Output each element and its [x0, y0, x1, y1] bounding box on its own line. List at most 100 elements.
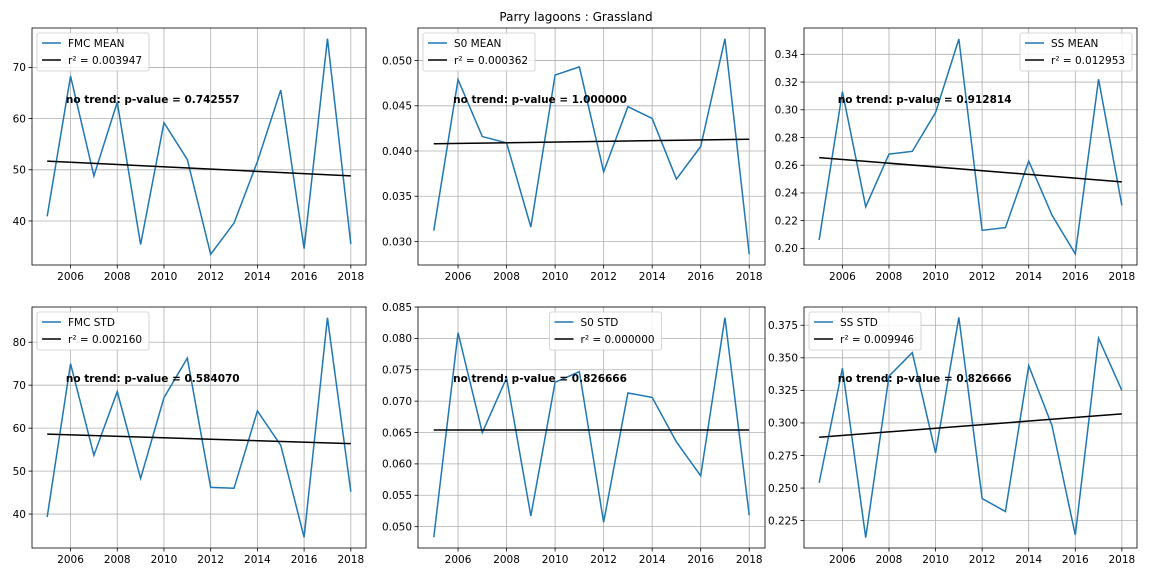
x-tick-label: 2018 [1108, 271, 1135, 283]
y-tick-label: 60 [13, 423, 26, 435]
x-tick-label: 2006 [445, 271, 472, 283]
legend-label-trend: r² = 0.012953 [1051, 55, 1125, 67]
x-tick-label: 2018 [1108, 554, 1135, 566]
x-tick-label: 2014 [639, 554, 666, 566]
legend: SS STD r² = 0.009946 [808, 311, 922, 351]
x-tick-label: 2018 [337, 271, 364, 283]
legend: SS MEAN r² = 0.012953 [1019, 32, 1133, 72]
x-tick-label: 2008 [104, 271, 131, 283]
series-line [433, 317, 750, 538]
legend-label-trend: r² = 0.000000 [581, 334, 655, 346]
legend-label-series: S0 STD [581, 317, 619, 329]
x-tick-label: 2012 [969, 554, 996, 566]
legend-label-series: FMC MEAN [68, 38, 125, 50]
axes-frame [31, 306, 367, 549]
x-tick-label: 2008 [493, 554, 520, 566]
subplot-1: 2006 2008 2010 2012 2014 2016 2018 40 50 60 70 no t… [13, 27, 367, 283]
x-tick-label: 2016 [291, 554, 318, 566]
legend-box [808, 311, 922, 351]
y-tick-label: 0.26 [775, 160, 799, 172]
x-tick-label: 2018 [736, 271, 763, 283]
y-tick-label: 0.080 [382, 333, 412, 345]
y-tick-label: 0.045 [382, 101, 412, 113]
y-tick-label: 0.070 [382, 396, 412, 408]
y-tick-label: 0.20 [775, 243, 798, 255]
y-tick-label: 40 [13, 216, 26, 228]
y-tick-label: 40 [13, 509, 26, 521]
trend-line [819, 413, 1122, 439]
y-tick-label: 70 [13, 62, 26, 74]
legend-box [1019, 32, 1133, 72]
y-tick-label: 0.075 [382, 365, 412, 377]
legend: S0 STD r² = 0.000000 [549, 311, 662, 351]
legend: S0 MEAN r² = 0.000362 [422, 32, 536, 72]
subplot-3: 2006 2008 2010 2012 2014 2016 2018 0.20 0.22 0.24… [775, 27, 1138, 283]
axes-frame [417, 306, 766, 549]
x-tick-label: 2014 [639, 271, 666, 283]
y-tick-label: 0.225 [768, 515, 798, 527]
axes-frame [417, 27, 766, 266]
x-tick-label: 2018 [337, 554, 364, 566]
y-tick-label: 0.035 [382, 191, 412, 203]
trend-line [47, 160, 351, 177]
y-tick-label: 0.325 [768, 385, 798, 397]
x-tick-label: 2008 [876, 271, 903, 283]
trend-line [433, 138, 750, 145]
legend-box [36, 311, 150, 351]
x-tick-label: 2006 [57, 554, 84, 566]
y-tick-label: 0.040 [382, 146, 412, 158]
annotation-text: no trend: p-value = 0.826666 [453, 373, 627, 385]
y-tick-label: 0.34 [775, 49, 799, 61]
x-tick-label: 2014 [244, 554, 271, 566]
x-tick-label: 2012 [590, 271, 617, 283]
annotation-text: no trend: p-value = 0.826666 [838, 373, 1012, 385]
x-tick-label: 2018 [736, 554, 763, 566]
x-tick-label: 2016 [1062, 554, 1089, 566]
x-tick-label: 2010 [151, 554, 178, 566]
x-tick-label: 2006 [829, 271, 856, 283]
legend-label-series: SS STD [840, 317, 878, 329]
legend-label-trend: r² = 0.009946 [840, 334, 914, 346]
y-tick-label: 0.250 [768, 483, 798, 495]
trend-line [819, 156, 1122, 183]
y-tick-label: 0.085 [382, 302, 412, 314]
y-tick-label: 0.050 [382, 55, 412, 67]
y-tick-label: 0.060 [382, 459, 412, 471]
x-tick-label: 2006 [57, 271, 84, 283]
series-line [433, 38, 750, 255]
legend: FMC MEAN r² = 0.003947 [36, 32, 150, 72]
figure-title: Parry lagoons : Grassland [499, 10, 653, 24]
y-tick-label: 80 [13, 337, 26, 349]
x-tick-label: 2014 [1015, 271, 1042, 283]
x-tick-label: 2012 [197, 554, 224, 566]
x-tick-label: 2012 [197, 271, 224, 283]
x-tick-label: 2016 [687, 554, 714, 566]
annotation-text: no trend: p-value = 0.742557 [66, 94, 240, 106]
subplot-6: 2006 2008 2010 2012 2014 2016 2018 0.225 0.250 0.… [768, 306, 1138, 566]
x-tick-label: 2016 [1062, 271, 1089, 283]
y-tick-label: 0.065 [382, 427, 412, 439]
y-tick-label: 50 [13, 165, 26, 177]
legend-label-series: FMC STD [68, 317, 115, 329]
legend-label-series: SS MEAN [1051, 38, 1098, 50]
y-tick-label: 0.030 [382, 236, 412, 248]
axes-frame [31, 27, 367, 266]
legend-box [422, 32, 536, 72]
legend: FMC STD r² = 0.002160 [36, 311, 150, 351]
legend-label-trend: r² = 0.002160 [68, 334, 142, 346]
y-tick-label: 0.375 [768, 320, 798, 332]
y-tick-label: 50 [13, 466, 26, 478]
x-tick-label: 2010 [542, 554, 569, 566]
legend-label-trend: r² = 0.000362 [454, 55, 528, 67]
x-tick-label: 2008 [493, 271, 520, 283]
series-line [818, 317, 1123, 538]
x-tick-label: 2008 [876, 554, 903, 566]
series-line [818, 38, 1123, 257]
x-tick-label: 2006 [829, 554, 856, 566]
annotation-text: no trend: p-value = 0.912814 [838, 94, 1012, 106]
x-tick-label: 2010 [542, 271, 569, 283]
y-tick-label: 0.30 [775, 105, 798, 117]
x-tick-label: 2012 [590, 554, 617, 566]
y-tick-label: 0.275 [768, 450, 798, 462]
